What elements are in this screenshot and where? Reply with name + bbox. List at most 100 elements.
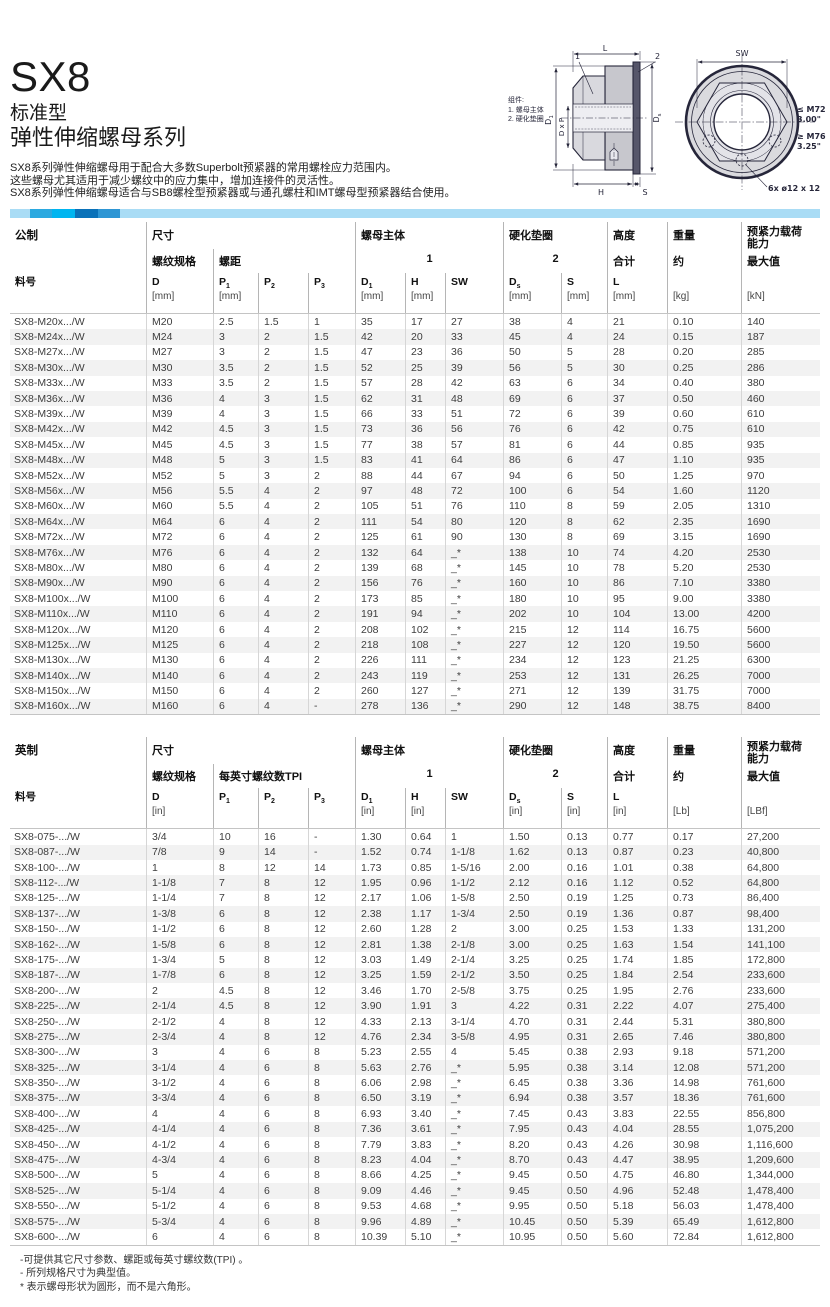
value-cell: 5600 bbox=[741, 621, 820, 638]
value-cell: 30.98 bbox=[667, 1136, 741, 1153]
value-cell: _* bbox=[445, 1183, 503, 1199]
part-number-cell: SX8-M20x.../W bbox=[14, 315, 85, 328]
value-cell: 48 bbox=[445, 390, 503, 407]
value-cell: 102 bbox=[405, 621, 445, 638]
value-cell: M56 bbox=[146, 483, 213, 499]
value-cell: 2.81 bbox=[355, 936, 405, 953]
value-cell: 1-1/4 bbox=[146, 890, 213, 907]
value-cell: 69 bbox=[503, 390, 561, 407]
value-cell: 67 bbox=[445, 467, 503, 484]
value-cell: 5.5 bbox=[213, 498, 258, 515]
value-cell: 6.94 bbox=[503, 1090, 561, 1107]
part-number-cell: SX8-112-.../W bbox=[14, 877, 80, 890]
table-row: SX8-275-.../W 2-3/4 4 8 12 4.76 2.34 3-5/8 4.95 0… bbox=[10, 1029, 820, 1045]
value-cell: 275,400 bbox=[741, 998, 820, 1014]
value-cell: 2.98 bbox=[405, 1075, 445, 1091]
column-header-cell: P2 bbox=[258, 788, 308, 829]
table-row: SX8-M56x.../W M56 5.5 4 2 97 48 72 100 6 54 1.60 112… bbox=[10, 483, 820, 499]
part-number-cell: SX8-M27x.../W bbox=[14, 346, 85, 359]
value-cell: 4.95 bbox=[503, 1029, 561, 1045]
group-header-washer: 硬化垫圈 bbox=[503, 737, 607, 765]
value-cell: 145 bbox=[503, 560, 561, 576]
value-cell: 6 bbox=[258, 1198, 308, 1214]
table-row: SX8-M90x.../W M90 6 4 2 156 76 _* 160 10 86 7.10 338… bbox=[10, 575, 820, 592]
part-number-cell: SX8-M36x.../W bbox=[14, 392, 85, 405]
value-cell: 2.54 bbox=[667, 967, 741, 984]
table-row: SX8-162-.../W 1-5/8 6 8 12 2.81 1.38 2-1/8 3.00 0… bbox=[10, 936, 820, 953]
value-cell: 19.50 bbox=[667, 637, 741, 653]
product-description: SX8系列弹性伸缩螺母用于配合大多数Superbolt预紧器的常用螺栓应力范围内… bbox=[10, 162, 456, 200]
value-cell: 21.25 bbox=[667, 652, 741, 668]
value-cell: 39 bbox=[445, 360, 503, 376]
value-cell: 38 bbox=[405, 437, 445, 453]
spacer-cell bbox=[10, 764, 146, 788]
value-cell: M130 bbox=[146, 652, 213, 668]
part-number-cell: SX8-M100x.../W bbox=[14, 592, 91, 605]
value-cell: 1.84 bbox=[607, 967, 667, 984]
value-cell: M72 bbox=[146, 529, 213, 545]
value-cell: 0.17 bbox=[667, 829, 741, 845]
value-cell: 0.25 bbox=[667, 360, 741, 376]
value-cell: 6 bbox=[561, 452, 607, 468]
value-cell: 3.19 bbox=[405, 1090, 445, 1107]
value-cell: 4200 bbox=[741, 606, 820, 622]
value-cell: 0.38 bbox=[561, 1090, 607, 1107]
subheader-approx: 约 bbox=[667, 249, 741, 273]
value-cell: 12 bbox=[561, 621, 607, 638]
value-cell: 8 bbox=[258, 875, 308, 891]
value-cell: M24 bbox=[146, 329, 213, 345]
value-cell: M140 bbox=[146, 667, 213, 684]
value-cell: 253 bbox=[503, 667, 561, 684]
value-cell: 110 bbox=[503, 498, 561, 515]
value-cell: 18.36 bbox=[667, 1090, 741, 1107]
value-cell: 9.00 bbox=[667, 591, 741, 607]
value-cell: 0.60 bbox=[667, 406, 741, 422]
value-cell: _* bbox=[445, 1075, 503, 1091]
value-cell: 4 bbox=[213, 1229, 258, 1245]
value-cell: _* bbox=[445, 1136, 503, 1153]
value-cell: 7.95 bbox=[503, 1121, 561, 1137]
value-cell: 6.45 bbox=[503, 1075, 561, 1091]
value-cell: 56.03 bbox=[667, 1198, 741, 1214]
value-cell: 21 bbox=[607, 314, 667, 330]
value-cell: 0.43 bbox=[561, 1121, 607, 1137]
value-cell: M39 bbox=[146, 406, 213, 422]
value-cell: 64,800 bbox=[741, 859, 820, 876]
value-cell: 5.18 bbox=[607, 1198, 667, 1214]
table-row: SX8-325-.../W 3-1/4 4 6 8 5.63 2.76 _* 5.95 0.38 3… bbox=[10, 1060, 820, 1076]
table-row: SX8-550-.../W 5-1/2 4 6 8 9.53 4.68 _* 9.95 0.50 5… bbox=[10, 1198, 820, 1214]
part-number-cell: SX8-225-.../W bbox=[14, 1000, 80, 1013]
value-cell: 2.65 bbox=[607, 1029, 667, 1045]
value-cell: 1.5 bbox=[258, 314, 308, 330]
value-cell: 4 bbox=[213, 1198, 258, 1214]
value-cell: 1-1/8 bbox=[146, 875, 213, 891]
value-cell: 2 bbox=[308, 498, 355, 515]
value-cell: 6 bbox=[561, 390, 607, 407]
value-cell: 76 bbox=[503, 421, 561, 438]
value-cell: 6 bbox=[561, 406, 607, 422]
legend-title: 组件: bbox=[508, 97, 524, 104]
value-cell: 0.16 bbox=[561, 859, 607, 876]
value-cell: 12 bbox=[308, 952, 355, 968]
value-cell: 215 bbox=[503, 621, 561, 638]
brand-bar-segment bbox=[75, 209, 98, 218]
value-cell: 4 bbox=[258, 483, 308, 499]
part-number-cell: SX8-600-.../W bbox=[14, 1231, 80, 1243]
value-cell: 100 bbox=[503, 483, 561, 499]
value-cell: 1.5 bbox=[308, 390, 355, 407]
imperial-table: 英制 尺寸 螺母主体 硬化垫圈 高度 重量 预紧力载荷 能力 螺纹规格 每英寸螺纹数TPI 1 2 合… bbox=[10, 737, 820, 1246]
value-cell: 2.13 bbox=[405, 1013, 445, 1030]
value-cell: 86 bbox=[503, 452, 561, 468]
value-cell: 4 bbox=[258, 560, 308, 576]
value-cell: 2.44 bbox=[607, 1013, 667, 1030]
value-cell: 4 bbox=[213, 1090, 258, 1107]
value-cell: 12 bbox=[561, 637, 607, 653]
value-cell: 4 bbox=[258, 498, 308, 515]
value-cell: 4 bbox=[213, 406, 258, 422]
value-cell: 94 bbox=[503, 467, 561, 484]
column-header-cell: D1 [mm] bbox=[355, 273, 405, 313]
value-cell: 3 bbox=[258, 421, 308, 438]
part-number-cell: SX8-M30x.../W bbox=[14, 361, 85, 374]
header-column-row: 料号 D [mm] P1 [mm] P2 P3 D1 [mm] H [mm] SW Ds [mm] S [mm… bbox=[10, 273, 820, 313]
table-row: SX8-175-.../W 1-3/4 5 8 12 3.03 1.49 2-1/4 3.25 0… bbox=[10, 952, 820, 968]
